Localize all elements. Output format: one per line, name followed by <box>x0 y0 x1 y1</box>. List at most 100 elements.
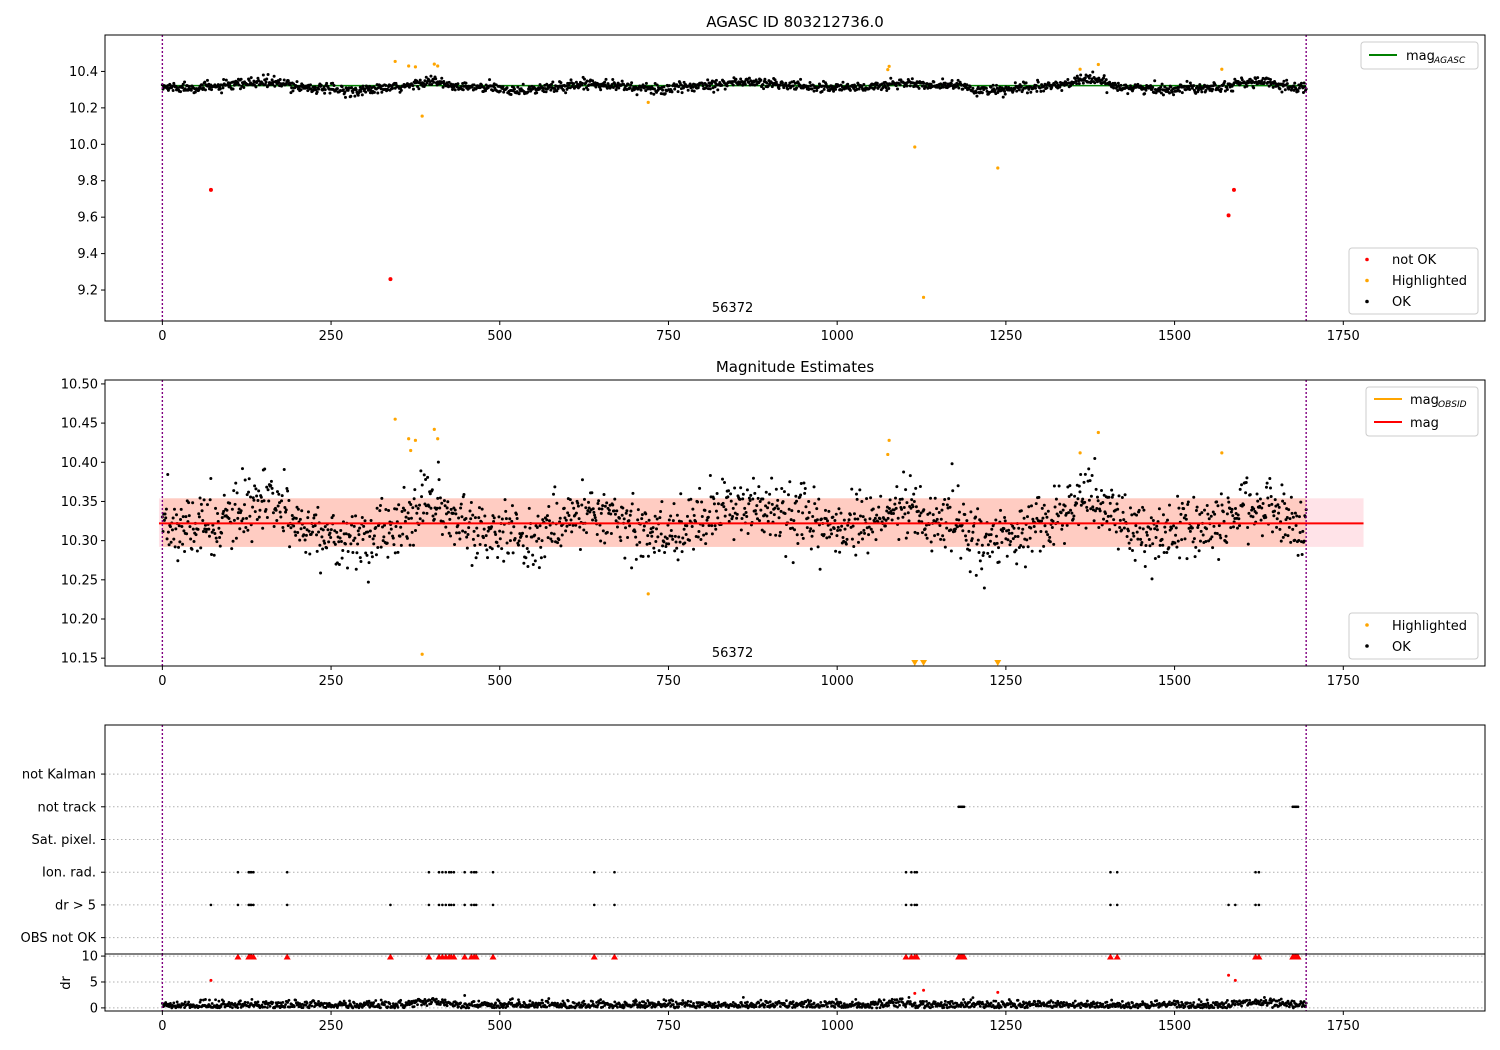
agasc-ok-point <box>708 87 712 91</box>
estimates-ok-point <box>436 496 440 500</box>
estimates-ok-point <box>663 551 667 555</box>
estimates-ok-point <box>1061 508 1065 512</box>
dr-ok-point <box>801 1005 805 1009</box>
agasc-ok-point <box>1002 87 1006 91</box>
estimates-ok-point <box>1042 544 1046 548</box>
estimates-ok-point <box>492 516 496 520</box>
estimates-ok-point <box>986 543 990 547</box>
estimates-ok-point <box>552 492 556 496</box>
estimates-ok-point <box>681 536 685 540</box>
estimates-ok-point <box>537 566 541 570</box>
estimates-ok-point <box>356 529 360 533</box>
estimates-ok-point <box>255 518 259 522</box>
dr-ok-point <box>713 1001 717 1005</box>
estimates-ok-point <box>422 473 426 477</box>
estimates-ok-point <box>661 544 665 548</box>
estimates-ok-point <box>1161 513 1165 517</box>
estimates-ok-point <box>1025 538 1029 542</box>
estimates-ok-point <box>416 507 420 511</box>
estimates-ok-point <box>1010 531 1014 535</box>
estimates-ok-point <box>584 531 588 535</box>
estimates-ok-point <box>1128 547 1132 551</box>
agasc-ok-point <box>484 89 488 93</box>
estimates-ok-point <box>567 513 571 517</box>
estimates-ok-point <box>925 536 929 540</box>
flag-point <box>1234 903 1237 907</box>
estimates-ok-point <box>241 517 245 521</box>
flag-point <box>910 870 913 874</box>
dr-ok-point <box>948 1002 952 1006</box>
dr-ok-point <box>1032 1003 1035 1006</box>
agasc-ok-point <box>677 85 681 89</box>
agasc-ok-point <box>354 88 358 92</box>
dr-ok-point <box>238 1002 242 1006</box>
agasc-ok-point <box>1102 76 1106 80</box>
agasc-ok-point <box>611 78 615 82</box>
estimates-ok-point <box>1044 530 1048 534</box>
estimates-ok-point <box>172 507 176 511</box>
estimates-ok-point <box>564 529 568 533</box>
estimates-ok-point <box>861 537 865 541</box>
estimates-ok-point <box>381 539 385 543</box>
agasc-ok-point <box>663 92 667 96</box>
agasc-ok-point <box>1291 84 1295 88</box>
estimates-ok-point <box>338 536 342 540</box>
estimates-ok-point <box>1007 531 1011 535</box>
flag-point <box>444 870 448 874</box>
estimates-ok-point <box>1261 502 1265 506</box>
estimates-ok-point <box>803 491 807 495</box>
agasc-ok-point <box>606 82 610 86</box>
estimates-ok-point <box>337 540 341 544</box>
agasc-ok-point <box>993 88 997 92</box>
estimates-ok-point <box>774 533 778 537</box>
dr-ok-point <box>723 1001 727 1005</box>
estimates-ok-point <box>339 539 343 543</box>
estimates-ok-point <box>767 501 771 505</box>
agasc-ok-point <box>1256 76 1260 80</box>
dr-ok-point <box>219 1005 223 1009</box>
estimates-ok-point <box>459 502 463 506</box>
agasc-ok-point <box>710 81 714 85</box>
estimates-ok-point <box>858 514 862 518</box>
estimates-ok-point <box>816 545 820 549</box>
dr-ok-point <box>1042 1001 1046 1005</box>
estimates-ok-point <box>484 534 488 538</box>
estimates-ok-point <box>716 502 720 506</box>
estimates-ok-point <box>335 530 339 534</box>
dr-ok-point <box>1036 1002 1039 1006</box>
estimates-ok-point <box>498 537 502 541</box>
agasc-ok-point <box>822 87 826 91</box>
estimates-ok-point <box>307 529 311 533</box>
agasc-ok-point <box>902 84 906 88</box>
estimates-ok-point <box>770 502 774 506</box>
flag-point <box>613 870 616 874</box>
estimates-ok-point <box>345 566 349 570</box>
estimates-ok-point <box>1052 542 1056 546</box>
estimates-ok-point <box>202 498 206 502</box>
estimates-ok-point <box>1206 512 1210 516</box>
agasc-ok-point <box>1271 85 1275 89</box>
estimates-ok-point <box>807 510 811 514</box>
agasc-ok-point <box>447 80 451 84</box>
estimates-ok-point <box>923 527 927 531</box>
estimates-ok-point <box>372 542 376 546</box>
estimates-ok-point <box>576 504 580 508</box>
flag-category-label: OBS not OK <box>21 931 97 946</box>
agasc-ok-point <box>203 80 207 84</box>
estimates-ok-point <box>660 500 664 504</box>
estimates-ok-point <box>894 506 898 510</box>
dr-ok-point <box>401 1003 405 1007</box>
estimates-ok-point <box>1120 528 1124 532</box>
legend-label-ok: OK <box>1392 295 1411 310</box>
estimates-ok-point <box>490 525 494 529</box>
estimates-ok-point <box>1065 523 1069 527</box>
estimates-ok-point <box>511 551 515 555</box>
estimates-ok-point <box>267 499 271 503</box>
dr-ok-point <box>497 999 501 1003</box>
estimates-ok-point <box>265 516 269 520</box>
agasc-ok-point <box>1003 92 1007 96</box>
estimates-ok-point <box>247 490 251 494</box>
estimates-ok-point <box>850 487 854 491</box>
estimates-ok-point <box>1287 508 1291 512</box>
dr-ok-point <box>566 999 570 1003</box>
